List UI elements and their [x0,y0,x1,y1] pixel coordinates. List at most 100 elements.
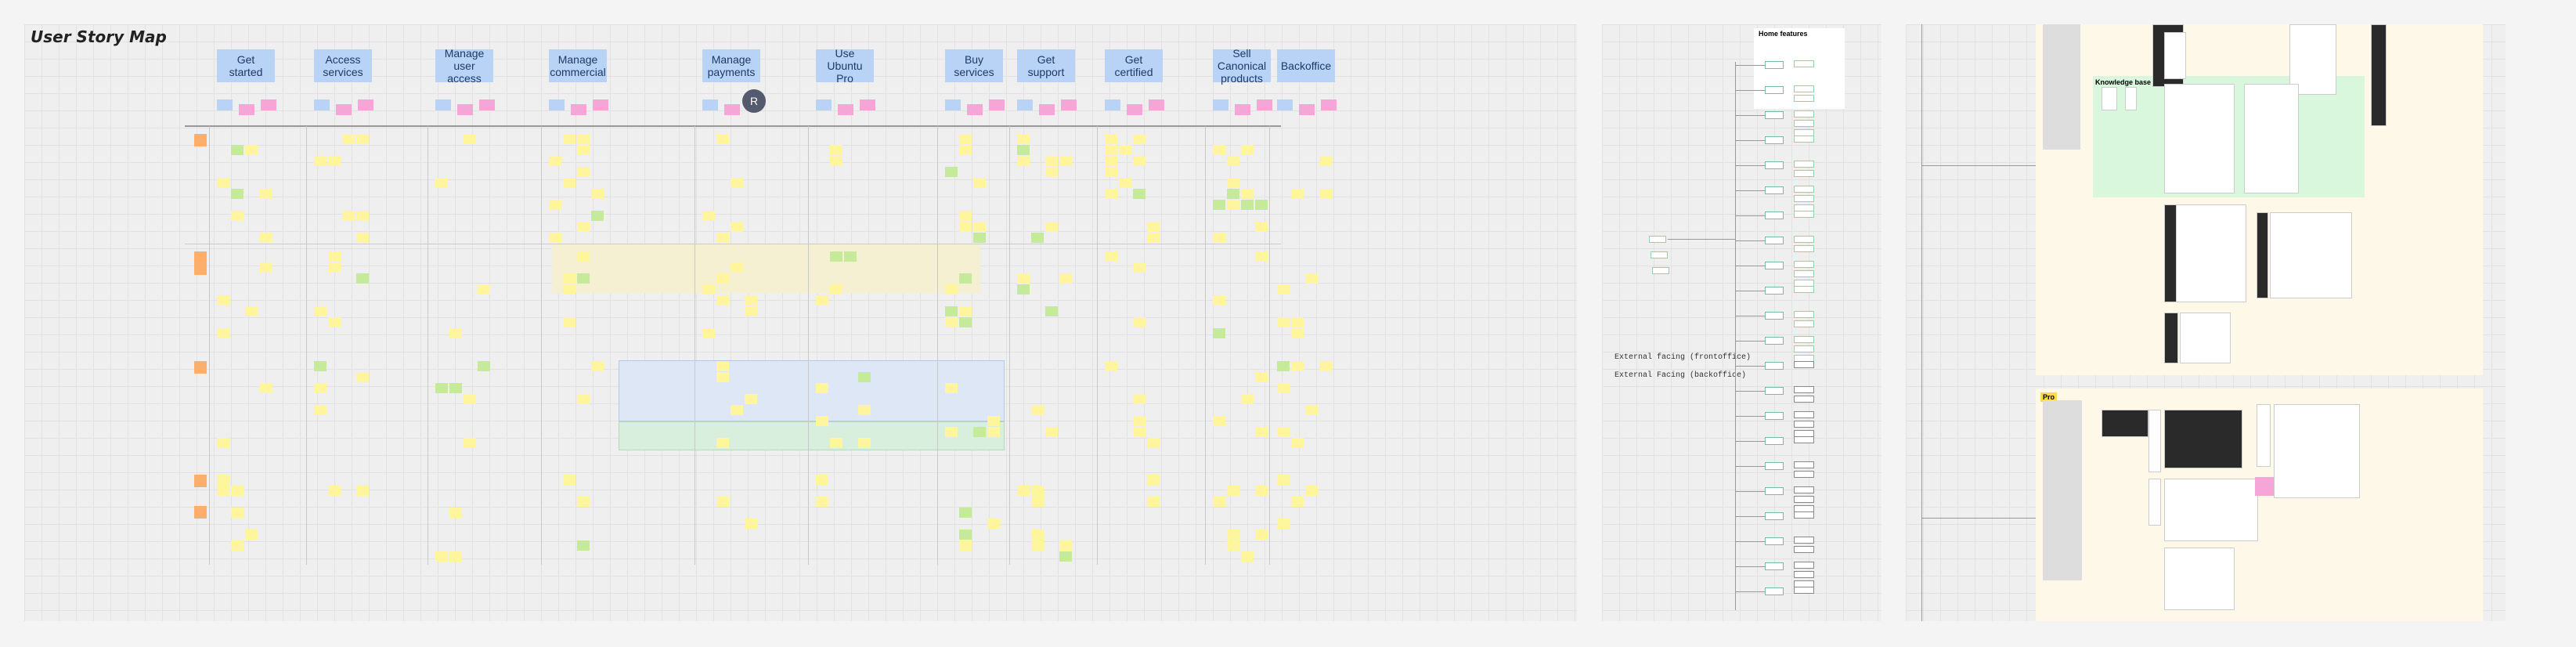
sticky-note [245,145,258,155]
sticky-note [435,551,448,562]
sticky-note [731,222,743,232]
sticky-note [563,284,575,295]
axis-line [1921,24,1922,621]
sticky-note [830,284,842,295]
sticky-note [816,383,828,393]
sticky-note [591,361,604,371]
sticky-note [959,317,972,327]
sticky-note [1133,134,1145,144]
sticky-note [1213,328,1225,338]
column-line [1097,126,1098,565]
column-header: Manage payments [702,49,760,82]
sticky-note [1133,394,1145,404]
column-header: Get started [217,49,275,82]
sticky-note [973,178,986,188]
sticky-note [1105,251,1117,262]
story-map-panel: User Story Map Get started Access service… [24,24,1577,621]
tree-branch [1735,416,1766,417]
sticky-note [478,361,490,371]
tree-branch [1735,541,1766,542]
sticky-note [1291,497,1304,507]
sticky-note [259,189,272,199]
sticky-note [1059,551,1072,562]
flow-node [1765,161,1784,169]
sticky-note [816,475,828,485]
sticky-note [816,99,832,110]
knowledge-title: Knowledge base [2095,78,2152,86]
sticky-note [1305,273,1318,284]
sticky-note [945,99,961,110]
flow-node [1794,85,1814,92]
sticky-note [1277,475,1290,485]
flow-node [1765,487,1784,495]
sticky-note [945,317,958,327]
sticky-note [731,405,743,415]
sticky-note [231,145,244,155]
sticky-note [239,104,254,115]
sticky-note [342,134,355,144]
column-line [306,126,307,565]
flow-node [1652,267,1669,274]
sticky-note [1227,156,1239,166]
sticky-note [1255,372,1268,382]
sticky-note [549,156,561,166]
sticky-note [816,497,828,507]
link-line [1921,165,2036,166]
screenshot [2164,479,2258,541]
flow-node [1794,60,1814,67]
sticky-note [1241,189,1254,199]
screenshot [2164,32,2186,79]
sticky-note [1147,233,1160,243]
screenshot [2274,404,2360,498]
tree-trunk [1735,62,1736,610]
sticky-note [217,475,229,485]
sticky-note [231,189,244,199]
sticky-note [858,405,871,415]
sticky-note [745,519,757,529]
blue-region [619,360,1005,421]
sticky-note [1017,156,1030,166]
flow-node [1794,562,1814,569]
flow-node [1765,562,1784,570]
pro-title: Pro [2040,392,2058,402]
sticky-note [1045,167,1058,177]
sticky-note [356,372,369,382]
sticky-note [1227,486,1239,496]
screenshot [2102,87,2117,110]
sticky-note [1119,178,1131,188]
sticky-note [563,178,575,188]
column-header: Get support [1017,49,1075,82]
sticky-note [1321,99,1337,110]
flow-node [1794,511,1814,519]
sticky-note [945,306,958,316]
sticky-note [479,99,495,110]
sticky-note [716,273,729,284]
screenshot [2244,84,2299,193]
sticky-note [1277,519,1290,529]
link-line [1921,518,2036,519]
sticky-note [449,551,462,562]
screenshot [2371,24,2387,126]
sticky-note [860,99,875,110]
sticky-note [1017,134,1030,144]
tree-branch [1735,115,1766,116]
tree-branch [1735,466,1766,467]
sticky-note [945,284,958,295]
sticky-note [716,295,729,305]
sticky-note [261,99,276,110]
sticky-note [1257,99,1272,110]
flow-node [1765,111,1784,119]
flow-node [1794,396,1814,403]
sticky-note [1045,427,1058,437]
sticky-note [1241,145,1254,155]
sticky-note [1277,427,1290,437]
sticky-note [1133,156,1145,166]
sticky-note [1227,540,1239,551]
sticky-note [2255,477,2274,496]
sticky-note [1017,99,1033,110]
sticky-note [194,251,207,275]
sticky-note [314,361,327,371]
sticky-note [1061,99,1077,110]
flow-node [1794,95,1814,102]
flow-node [1794,411,1814,418]
